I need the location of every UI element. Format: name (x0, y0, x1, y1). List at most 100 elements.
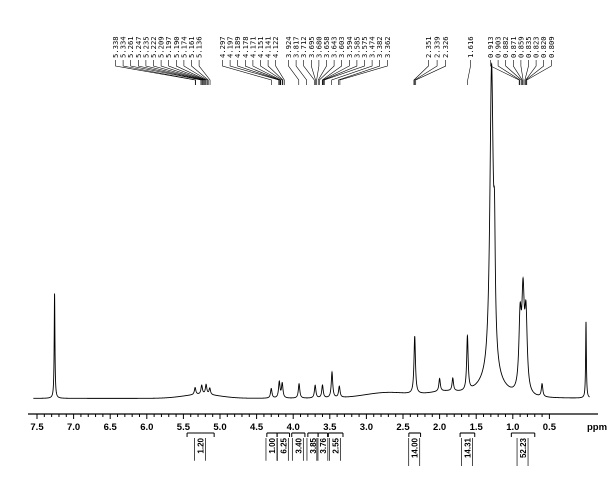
peak-connector (183, 60, 208, 85)
peak-label: 3.575 (360, 36, 369, 58)
peak-label: 4.151 (256, 36, 265, 58)
peak-connector (414, 60, 438, 85)
integral-value-label: 14.31 (463, 437, 472, 458)
peak-label: 0.871 (509, 36, 518, 58)
integral-value-label: 2.55 (332, 437, 341, 453)
peak-connector (252, 60, 281, 85)
x-tick-label: 6.0 (140, 422, 153, 433)
peak-label: 3.695 (307, 36, 316, 58)
peak-label: 0.835 (524, 36, 533, 58)
peak-connector (413, 60, 429, 85)
peak-label: 2.326 (441, 36, 450, 58)
peak-label-area: 5.3385.3345.2615.2475.2355.2225.2095.197… (111, 36, 556, 58)
peak-connector (122, 60, 196, 85)
peak-connector (525, 60, 544, 85)
x-tick-label: 5.0 (213, 422, 226, 433)
peak-label: 0.859 (516, 36, 525, 58)
peak-connector (338, 60, 380, 85)
x-tick-label: 3.5 (323, 422, 337, 433)
peak-label: 3.585 (352, 36, 361, 58)
x-tick-label: 5.5 (177, 422, 191, 433)
peak-connector (524, 60, 529, 85)
peak-label: 3.712 (299, 36, 308, 58)
peak-label: 3.680 (314, 36, 323, 58)
peak-connector (513, 60, 523, 85)
x-tick-label: 4.5 (250, 422, 264, 433)
peak-connector (168, 60, 206, 85)
peak-connector (260, 60, 283, 85)
peak-label: 2.351 (424, 36, 433, 58)
peak-connector (275, 60, 285, 85)
peak-label: 3.594 (345, 36, 354, 58)
peak-connector (130, 60, 202, 85)
peak-connector (331, 60, 373, 85)
peak-connector (415, 60, 446, 85)
x-tick-label: 0.5 (543, 422, 557, 433)
peak-connector (267, 60, 284, 85)
peak-label: 5.334 (119, 36, 128, 58)
peak-connector (153, 60, 205, 85)
peak-connector (191, 60, 209, 85)
x-tick-label: 7.5 (30, 422, 44, 433)
peak-connector (526, 60, 552, 85)
peak-label: 3.658 (322, 36, 331, 58)
x-axis-unit-label: ppm (587, 422, 607, 433)
peak-label: 2.339 (433, 36, 442, 58)
integral-value-label: 6.25 (279, 437, 288, 453)
peak-connector (145, 60, 204, 85)
integral-value-label: 3.76 (319, 437, 328, 453)
peak-connector (237, 60, 280, 85)
integral-value-label: 52.23 (519, 437, 528, 458)
peak-label: 0.882 (501, 36, 510, 58)
peak-connector (198, 60, 211, 85)
peak-label: 5.338 (111, 36, 120, 58)
peak-label: 5.209 (157, 36, 166, 58)
peak-label: 3.382 (375, 36, 384, 58)
peak-label: 5.261 (126, 36, 135, 58)
peak-connector (323, 60, 358, 85)
x-tick-label: 4.0 (287, 422, 300, 433)
peak-label: 0.823 (532, 36, 541, 58)
peak-label: 3.643 (330, 36, 339, 58)
peak-label: 3.474 (368, 36, 377, 58)
integral-value-label: 1.20 (197, 437, 206, 453)
peak-connector (288, 60, 300, 85)
x-tick-label: 3.0 (360, 422, 373, 433)
peak-label: 5.136 (195, 36, 204, 58)
integral-value-label: 14.00 (411, 437, 420, 458)
peak-label: 4.297 (218, 36, 227, 58)
peak-connector (321, 60, 342, 85)
peak-connector (138, 60, 203, 85)
peak-label: 0.903 (494, 36, 503, 58)
peak-label: 4.122 (271, 36, 280, 58)
peak-connector (490, 60, 520, 85)
peak-connector (505, 60, 522, 85)
peak-connector (467, 60, 471, 85)
peak-connector (319, 60, 335, 85)
peak-label: 3.924 (284, 36, 293, 58)
x-tick-label: 7.0 (67, 422, 80, 433)
peak-label: 4.197 (226, 36, 235, 58)
peak-label: 5.190 (172, 36, 181, 58)
peak-label: 4.189 (233, 36, 242, 58)
peak-label: 4.171 (248, 36, 257, 58)
peak-label: 3.362 (383, 36, 392, 58)
peak-connector (525, 60, 537, 85)
x-tick-label: 2.0 (433, 422, 446, 433)
peak-connector (322, 60, 350, 85)
peak-label: 0.820 (539, 36, 548, 58)
peak-connector (229, 60, 280, 85)
peak-label: 5.222 (149, 36, 158, 58)
peak-label: 5.161 (187, 36, 196, 58)
peak-connector (324, 60, 365, 85)
peak-connector (316, 60, 320, 85)
integral-value-label: 1.00 (268, 437, 277, 453)
peak-label: 3.817 (292, 36, 301, 58)
peak-connector (317, 60, 327, 85)
peak-connector (160, 60, 206, 85)
peak-label: 5.235 (141, 36, 150, 58)
peak-label: 3.603 (337, 36, 346, 58)
peak-connector (176, 60, 207, 85)
peak-label: 1.616 (466, 36, 475, 58)
spectrum-trace (33, 62, 590, 399)
